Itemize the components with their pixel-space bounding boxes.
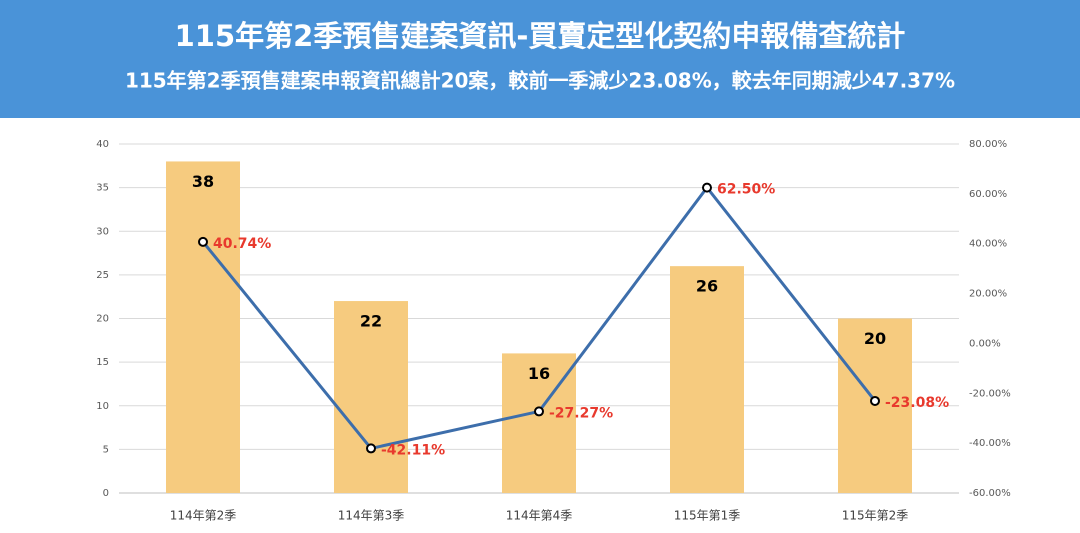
bar-value-label: 22	[360, 312, 382, 331]
y-tick-label: 0	[103, 488, 109, 499]
line-point	[702, 182, 712, 193]
y-tick-label: 35	[96, 183, 109, 194]
y2-tick-label: -20.00%	[969, 388, 1011, 399]
x-tick-label: 114年第3季	[338, 509, 405, 523]
y-tick-label: 25	[96, 270, 109, 281]
bar-value-label: 20	[864, 329, 886, 348]
bar-value-label: 38	[192, 172, 214, 191]
x-tick-label: 115年第1季	[674, 509, 741, 523]
line-point	[870, 395, 880, 406]
line-value-label: -23.08%	[885, 395, 949, 411]
y2-tick-label: -40.00%	[969, 438, 1011, 449]
y2-tick-label: 80.00%	[969, 139, 1007, 150]
y2-tick-label: 60.00%	[969, 189, 1007, 200]
bar	[334, 301, 408, 493]
header-band	[0, 0, 1080, 118]
bar-value-label: 26	[696, 277, 718, 296]
bar	[166, 161, 240, 493]
y-tick-label: 20	[96, 314, 109, 325]
line-value-label: -42.11%	[381, 442, 445, 458]
y-tick-label: 15	[96, 357, 109, 368]
line-value-label: 40.74%	[213, 236, 271, 252]
y-tick-label: 40	[96, 139, 109, 150]
y2-tick-label: 40.00%	[969, 239, 1007, 250]
bar-value-label: 16	[528, 364, 550, 383]
bar	[670, 266, 744, 493]
chart-subtitle: 115年第2季預售建案申報資訊總計20案，較前一季減少23.08%，較去年同期減…	[125, 69, 955, 93]
line-point	[366, 443, 376, 454]
y2-tick-label: 20.00%	[969, 289, 1007, 300]
y-tick-label: 5	[103, 444, 109, 455]
y2-tick-label: 0.00%	[969, 338, 1001, 349]
x-tick-label: 114年第4季	[506, 509, 573, 523]
y2-tick-label: -60.00%	[969, 488, 1011, 499]
line-point	[534, 406, 544, 417]
y-tick-label: 10	[96, 401, 109, 412]
x-tick-label: 114年第2季	[170, 509, 237, 523]
y-tick-label: 30	[96, 226, 109, 237]
x-tick-label: 115年第2季	[842, 509, 909, 523]
chart-title: 115年第2季預售建案資訊-買賣定型化契約申報備查統計	[175, 19, 906, 53]
line-value-label: -27.27%	[549, 405, 613, 421]
line-point	[198, 236, 208, 247]
line-value-label: 62.50%	[717, 182, 775, 198]
